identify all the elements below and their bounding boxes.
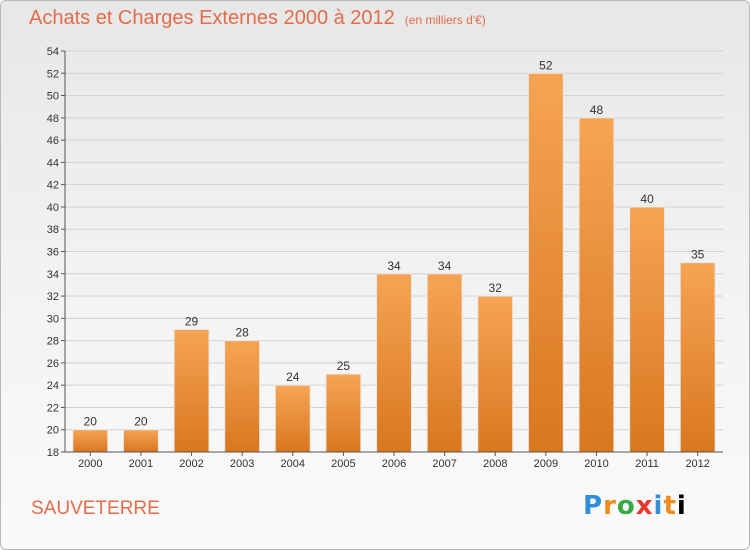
bar-value-label: 52 bbox=[539, 58, 553, 72]
y-tick-label: 50 bbox=[47, 91, 59, 103]
x-tick-label: 2000 bbox=[78, 458, 102, 470]
chart-title: Achats et Charges Externes 2000 à 2012 (e… bbox=[29, 7, 486, 30]
y-tick-label: 54 bbox=[47, 46, 59, 58]
x-tick-label: 2007 bbox=[432, 458, 456, 470]
y-tick-label: 28 bbox=[47, 336, 59, 348]
bar-value-label: 24 bbox=[286, 370, 300, 384]
y-tick-label: 42 bbox=[47, 180, 59, 192]
y-tick-label: 40 bbox=[47, 202, 59, 214]
y-tick-label: 32 bbox=[47, 291, 59, 303]
y-tick-label: 34 bbox=[47, 269, 59, 281]
bar bbox=[122, 429, 159, 453]
x-axis: 2000 2001 2002 2003 2004 2005 2006 2007 2008 2009… bbox=[65, 451, 723, 470]
x-tick-label: 2001 bbox=[129, 458, 153, 470]
x-tick-label: 2011 bbox=[635, 458, 659, 470]
bar-value-label: 40 bbox=[640, 192, 654, 206]
y-tick-label: 20 bbox=[47, 425, 59, 437]
logo-letter: x bbox=[635, 491, 654, 521]
bar-value-label: 34 bbox=[438, 259, 452, 273]
x-tick-label: 2002 bbox=[179, 458, 203, 470]
logo-letter: r bbox=[603, 491, 617, 521]
bar bbox=[325, 373, 362, 453]
logo-letter: P bbox=[583, 491, 604, 521]
bar bbox=[224, 340, 261, 453]
proxiti-logo: Proxiti bbox=[583, 491, 687, 521]
x-tick-label: 2004 bbox=[281, 458, 305, 470]
bar bbox=[629, 206, 666, 453]
bar bbox=[72, 429, 109, 453]
y-tick-label: 46 bbox=[47, 135, 59, 147]
bar-value-label: 28 bbox=[235, 326, 249, 340]
city-name: SAUVETERRE bbox=[31, 498, 160, 519]
bar-value-label: 48 bbox=[590, 103, 604, 117]
bar bbox=[274, 384, 311, 453]
y-tick-label: 24 bbox=[47, 380, 59, 392]
y-tick-label: 44 bbox=[47, 157, 59, 169]
x-tick-label: 2009 bbox=[534, 458, 558, 470]
x-tick-label: 2005 bbox=[331, 458, 355, 470]
x-tick-label: 2006 bbox=[382, 458, 406, 470]
bar-value-label: 34 bbox=[387, 259, 401, 273]
x-tick-label: 2003 bbox=[230, 458, 254, 470]
bar-value-label: 20 bbox=[84, 415, 98, 429]
y-tick-label: 26 bbox=[47, 358, 59, 370]
bar bbox=[527, 72, 564, 453]
x-tick-label: 2008 bbox=[483, 458, 507, 470]
bar bbox=[578, 117, 615, 453]
bar-value-label: 29 bbox=[185, 314, 199, 328]
y-tick-label: 48 bbox=[47, 113, 59, 125]
title-text: Achats et Charges Externes 2000 à 2012 bbox=[29, 7, 395, 29]
x-tick-label: 2010 bbox=[584, 458, 608, 470]
bar-value-label: 25 bbox=[337, 359, 351, 373]
y-tick-label: 22 bbox=[47, 402, 59, 414]
bar bbox=[477, 295, 514, 453]
bar bbox=[173, 328, 210, 453]
bar bbox=[376, 273, 412, 453]
unit-note: (en milliers d'€) bbox=[404, 13, 486, 27]
bar-value-label: 20 bbox=[134, 415, 148, 429]
y-tick-label: 38 bbox=[47, 224, 59, 236]
y-tick-label: 52 bbox=[47, 68, 59, 80]
logo-letter: o bbox=[616, 491, 636, 521]
bar-value-label: 32 bbox=[489, 281, 503, 295]
bars: 20 20 29 28 24 25 34 34 32 52 48 40 35 bbox=[72, 58, 716, 453]
bar bbox=[679, 262, 716, 453]
logo-letter: i bbox=[653, 491, 664, 521]
bar-value-label: 35 bbox=[691, 248, 705, 262]
logo-letter: t bbox=[663, 491, 677, 521]
logo-letter: i bbox=[676, 491, 687, 521]
x-tick-label: 2012 bbox=[685, 458, 709, 470]
y-tick-label: 18 bbox=[47, 447, 59, 459]
bar bbox=[426, 273, 463, 453]
y-axis: 18 20 22 24 26 28 30 32 34 36 38 40 42 44 46 48 50 52 54 bbox=[47, 46, 66, 459]
y-tick-label: 30 bbox=[47, 313, 59, 325]
y-tick-label: 36 bbox=[47, 247, 59, 259]
